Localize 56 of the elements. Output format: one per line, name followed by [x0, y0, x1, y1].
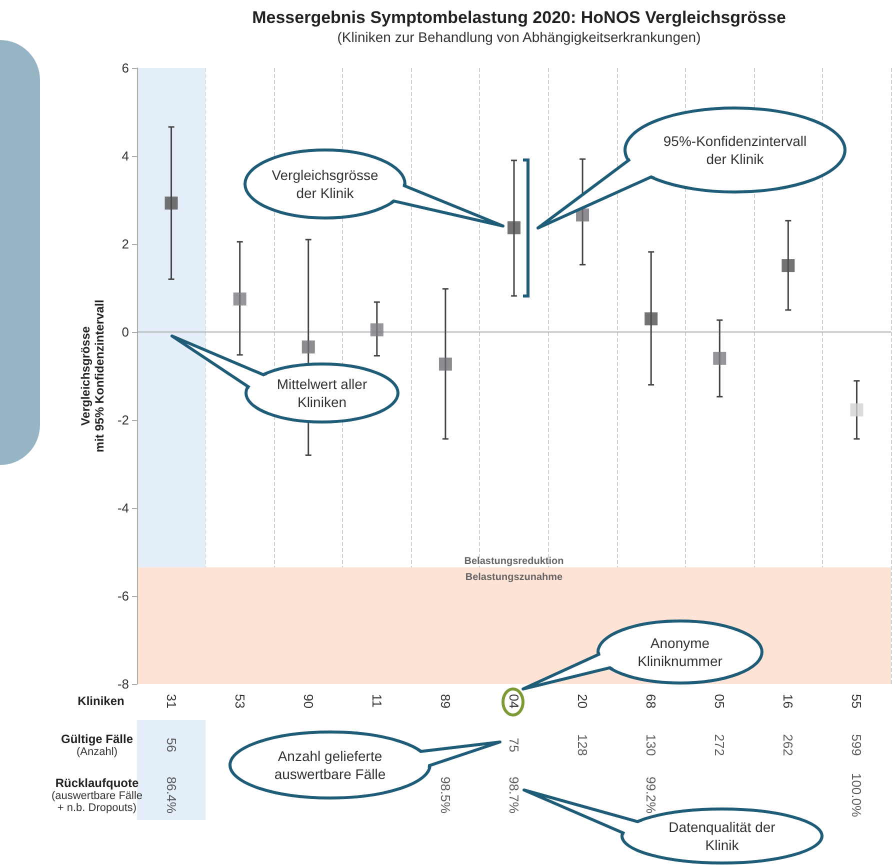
data-label: 75: [506, 738, 522, 752]
data-label: 262: [780, 734, 796, 756]
y-tick-label: Rücklaufquote (auswertbare Fälle + n.b. Dropouts): [51, 776, 143, 814]
x-tick-label: 05: [712, 694, 728, 708]
annotation: Mittelwert aller Kliniken: [276, 376, 368, 410]
x-tick-label: 55: [849, 694, 864, 708]
x-tick-label: 11: [369, 694, 384, 708]
y-tick-label: 2: [122, 236, 129, 252]
band-label: Belastungszunahme: [465, 572, 564, 583]
y-tick-label: -8: [117, 676, 129, 692]
y-tick-label: -4: [117, 500, 129, 516]
chart-title: Messergebnis Symptombelastung 2020: HoNOS Vergleichsgrösse: [252, 8, 786, 27]
x-axis-title: Kliniken: [78, 694, 124, 708]
data-label: 128: [575, 734, 590, 756]
x-tick-label: 89: [438, 694, 453, 708]
data-label: 130: [644, 734, 659, 756]
point: [438, 358, 452, 371]
speech-bubble: Mittelwert aller Kliniken: [170, 334, 400, 424]
annotation: Anonyme Kliniknummer: [638, 635, 723, 669]
point: [302, 340, 315, 354]
point: [713, 352, 726, 365]
data-label: 99.2%: [644, 776, 659, 814]
point: [508, 221, 520, 234]
y-tick-label: -2: [117, 412, 129, 428]
annotation: Belastungsreduktion: [464, 556, 564, 567]
x-tick-label: 04: [506, 694, 522, 708]
chart-subtitle: (Kliniken zur Behandlung von Abhängigkeitserkrankungen): [337, 29, 701, 45]
data-label: 86.4%: [164, 776, 179, 814]
data-label: 56: [164, 738, 179, 752]
x-tick-label: 16: [780, 694, 796, 708]
x-tick-label: 53: [232, 694, 248, 708]
point: [233, 292, 246, 306]
point: [164, 196, 178, 210]
annotation: Vergleichsgrösse der Klinik: [272, 167, 379, 201]
y-tick-label: Gültige Fälle (Anzahl): [60, 732, 134, 758]
data-label: 100.0%: [849, 772, 864, 818]
data-label: 98.7%: [506, 776, 522, 814]
point: [644, 312, 658, 326]
data-label: 98.5%: [438, 776, 453, 814]
data-label: 272: [712, 734, 728, 756]
point: [850, 403, 864, 416]
x-tick-label: 20: [575, 694, 590, 708]
y-axis-title: Vergleichsgrösse mit 95% Konfidenzintervall: [78, 300, 107, 452]
annotation: Datenqualität der Klinik: [668, 819, 776, 853]
y-tick-label: 0: [122, 324, 129, 340]
point: [370, 323, 384, 336]
y-tick-label: 6: [122, 60, 129, 76]
annotation: Anzahl gelieferte auswertbare Fälle: [274, 748, 386, 782]
y-tick-label: -6: [117, 588, 129, 604]
x-tick-label: 31: [164, 694, 179, 708]
x-tick-label: 90: [300, 694, 316, 708]
point: [782, 259, 795, 272]
data-label: 599: [849, 734, 864, 756]
y-tick-label: 4: [122, 148, 129, 164]
annotation: 95%-Konfidenzintervall der Klinik: [663, 133, 807, 167]
x-tick-label: 68: [644, 694, 659, 708]
